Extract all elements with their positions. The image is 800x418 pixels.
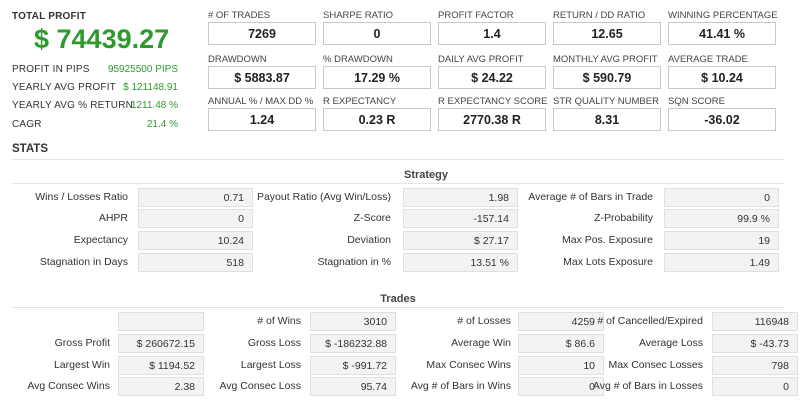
trades-value-max-consec-losses: 798 [712, 356, 798, 375]
metric-label-return-dd-ratio: RETURN / DD RATIO [553, 10, 646, 21]
strategy-label-wins-losses-ratio: Wins / Losses Ratio [35, 191, 128, 203]
trades-value-largest-win: $ 1194.52 [118, 356, 204, 375]
yearly-avg-profit-value: $ 121148.91 [123, 82, 178, 93]
trades-value-largest-loss: $ -991.72 [310, 356, 396, 375]
metric-value-winning-percentage: 41.41 % [668, 22, 776, 45]
strategy-title: Strategy [403, 169, 449, 181]
metric-label-daily-avg-profit: DAILY AVG PROFIT [438, 54, 524, 65]
metric-value-sqn-score: -36.02 [668, 108, 776, 131]
strategy-value-max-pos-exposure: 19 [664, 231, 779, 250]
yearly-avg-return-label: YEARLY AVG % RETURN [12, 100, 134, 111]
trades-label-of-losses: # of Losses [457, 315, 511, 327]
yearly-avg-profit-label: YEARLY AVG PROFIT [12, 82, 116, 93]
metric-value-return-dd-ratio: 12.65 [553, 22, 661, 45]
trades-value-avg-of-bars-in-losses: 0 [712, 377, 798, 396]
metric-label-r-expectancy-score: R EXPECTANCY SCORE [438, 96, 548, 107]
strategy-label-average-of-bars-in-trade: Average # of Bars in Trade [528, 191, 653, 203]
stats-title: STATS [12, 143, 48, 155]
trades-value-avg-consec-wins: 2.38 [118, 377, 204, 396]
cagr-label: CAGR [12, 119, 42, 130]
strategy-label-max-lots-exposure: Max Lots Exposure [563, 256, 653, 268]
strategy-value-wins-losses-ratio: 0.71 [138, 188, 253, 207]
trades-value-avg-of-bars-in-wins: 0 [518, 377, 604, 396]
trades-label-gross-loss: Gross Loss [247, 337, 301, 349]
strategy-label-max-pos-exposure: Max Pos. Exposure [561, 234, 653, 246]
metric-value-of-trades: 7269 [208, 22, 316, 45]
yearly-avg-return-value: 1211.48 % [130, 100, 178, 111]
metric-label-sharpe-ratio: SHARPE RATIO [323, 10, 394, 21]
strategy-label-stagnation-in-days: Stagnation in Days [39, 256, 128, 268]
strategy-value-z-score: -157.14 [403, 209, 518, 228]
profit-in-pips-value: 95925500 PIPS [107, 64, 178, 75]
strategy-label-z-score: Z-Score [353, 212, 391, 224]
metric-label-str-quality-number: STR QUALITY NUMBER [553, 96, 659, 107]
metric-label-drawdown: % DRAWDOWN [323, 54, 393, 65]
trades-value-max-consec-wins: 10 [518, 356, 604, 375]
metric-value-monthly-avg-profit: $ 590.79 [553, 66, 661, 89]
metric-label-winning-percentage: WINNING PERCENTAGE [668, 10, 778, 21]
metric-value-profit-factor: 1.4 [438, 22, 546, 45]
metric-value-r-expectancy: 0.23 R [323, 108, 431, 131]
trades-label-avg-consec-loss: Avg Consec Loss [219, 380, 301, 392]
strategy-value-stagnation-in-days: 518 [138, 253, 253, 272]
strategy-value-expectancy: 10.24 [138, 231, 253, 250]
metric-label-annual-max-dd: ANNUAL % / MAX DD % [208, 96, 314, 107]
strategy-label-deviation: Deviation [347, 234, 391, 246]
strategy-value-z-probability: 99.9 % [664, 209, 779, 228]
trades-value-blank [118, 312, 204, 331]
trades-label-gross-profit: Gross Profit [54, 337, 110, 349]
metric-value-str-quality-number: 8.31 [553, 108, 661, 131]
trades-label-max-consec-wins: Max Consec Wins [426, 359, 511, 371]
trades-label-avg-consec-wins: Avg Consec Wins [27, 380, 110, 392]
metric-label-drawdown: DRAWDOWN [208, 54, 267, 65]
metric-label-sqn-score: SQN SCORE [668, 96, 726, 107]
trades-label-largest-loss: Largest Loss [240, 359, 301, 371]
strategy-label-expectancy: Expectancy [73, 234, 128, 246]
trades-value-avg-consec-loss: 95.74 [310, 377, 396, 396]
metric-label-of-trades: # OF TRADES [208, 10, 271, 21]
metric-value-average-trade: $ 10.24 [668, 66, 776, 89]
metric-value-drawdown: $ 5883.87 [208, 66, 316, 89]
trades-title: Trades [380, 293, 416, 305]
trades-label-of-wins: # of Wins [257, 315, 301, 327]
strategy-value-stagnation-in: 13.51 % [403, 253, 518, 272]
strategy-label-z-probability: Z-Probability [594, 212, 653, 224]
trades-value-gross-loss: $ -186232.88 [310, 334, 396, 353]
trades-value-gross-profit: $ 260672.15 [118, 334, 204, 353]
trades-value-of-cancelled-expired: 116948 [712, 312, 798, 331]
trades-label-max-consec-losses: Max Consec Losses [608, 359, 703, 371]
metric-value-daily-avg-profit: $ 24.22 [438, 66, 546, 89]
strategy-label-payout-ratio-avg-win-loss: Payout Ratio (Avg Win/Loss) [256, 191, 391, 203]
strategy-value-payout-ratio-avg-win-loss: 1.98 [403, 188, 518, 207]
metric-label-monthly-avg-profit: MONTHLY AVG PROFIT [553, 54, 658, 65]
cagr-value: 21.4 % [146, 119, 178, 130]
trades-label-of-cancelled-expired: # of Cancelled/Expired [597, 315, 703, 327]
metric-value-drawdown: 17.29 % [323, 66, 431, 89]
strategy-value-max-lots-exposure: 1.49 [664, 253, 779, 272]
metric-label-profit-factor: PROFIT FACTOR [438, 10, 514, 21]
metric-value-sharpe-ratio: 0 [323, 22, 431, 45]
profit-in-pips-label: PROFIT IN PIPS [12, 64, 90, 75]
trades-value-of-losses: 4259 [518, 312, 604, 331]
trades-label-average-loss: Average Loss [638, 337, 703, 349]
trades-label-largest-win: Largest Win [53, 359, 110, 371]
metric-label-average-trade: AVERAGE TRADE [668, 54, 748, 65]
metric-value-annual-max-dd: 1.24 [208, 108, 316, 131]
trades-label-avg-of-bars-in-wins: Avg # of Bars in Wins [410, 380, 511, 392]
total-profit-value: $ 74439.27 [34, 24, 170, 54]
total-profit-label: TOTAL PROFIT [12, 11, 87, 22]
strategy-value-deviation: $ 27.17 [403, 231, 518, 250]
trades-value-average-loss: $ -43.73 [712, 334, 798, 353]
strategy-value-average-of-bars-in-trade: 0 [664, 188, 779, 207]
trades-value-average-win: $ 86.6 [518, 334, 604, 353]
trades-label-avg-of-bars-in-losses: Avg # of Bars in Losses [592, 380, 703, 392]
trades-label-average-win: Average Win [451, 337, 511, 349]
strategy-value-ahpr: 0 [138, 209, 253, 228]
strategy-label-stagnation-in: Stagnation in % [317, 256, 391, 268]
strategy-label-ahpr: AHPR [98, 212, 128, 224]
trades-value-of-wins: 3010 [310, 312, 396, 331]
metric-value-r-expectancy-score: 2770.38 R [438, 108, 546, 131]
metric-label-r-expectancy: R EXPECTANCY [323, 96, 397, 107]
